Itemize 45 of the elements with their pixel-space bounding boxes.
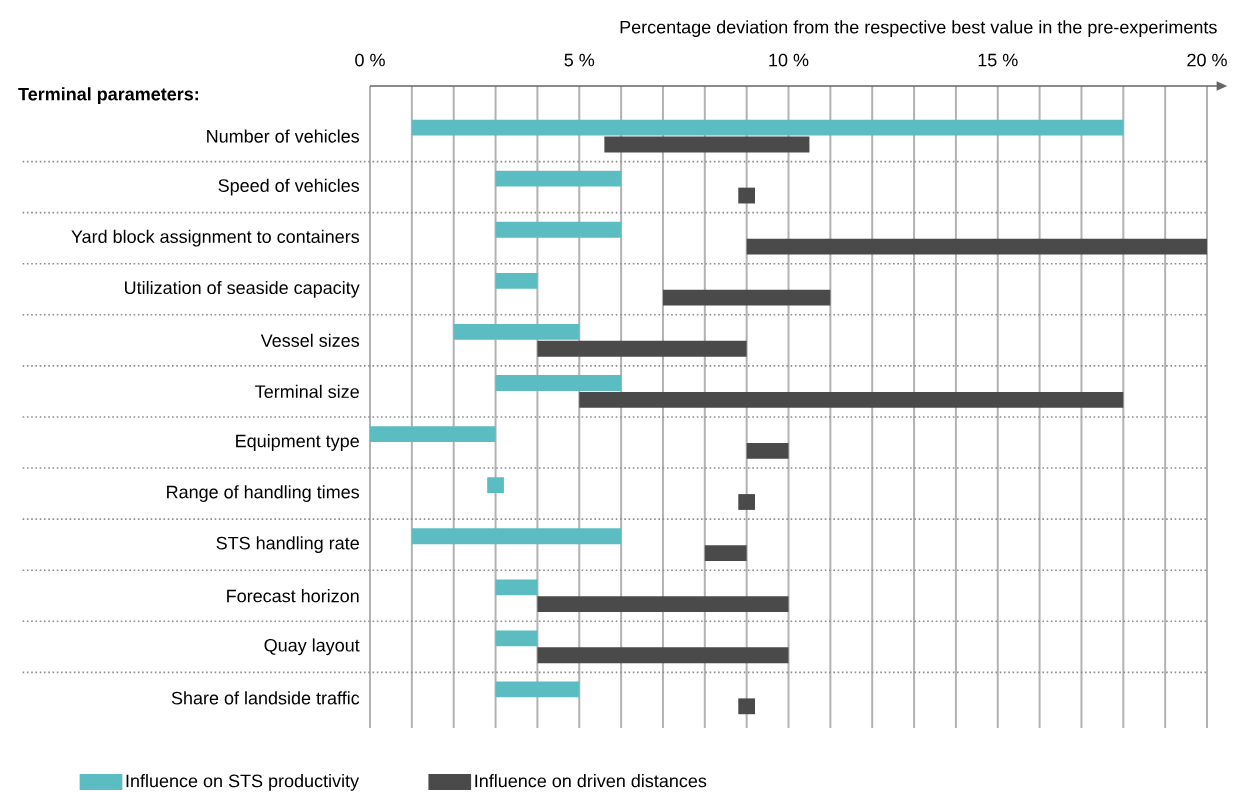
y-tick-label: Range of handling times (167, 485, 360, 502)
bar (370, 426, 496, 442)
x-tick-label: 10 % (769, 53, 809, 67)
bar (495, 221, 622, 238)
legend-label: Influence on STS productivity (126, 774, 360, 791)
bar (604, 136, 810, 153)
x-tick-label: 5 % (564, 53, 595, 67)
bar (495, 630, 538, 647)
bar (495, 375, 622, 391)
bar (662, 289, 831, 306)
bar (746, 443, 789, 459)
y-tick-label: Share of landside traffic (171, 691, 360, 705)
bar (746, 238, 1208, 255)
bar (704, 545, 747, 561)
bar (495, 272, 538, 289)
y-tick-label: Yard block assignment to containers (71, 229, 360, 247)
y-tick-label: Vessel sizes (260, 333, 360, 347)
y-tick-label: STS handling rate (216, 536, 359, 554)
y-tick-label: Quay layout (264, 638, 360, 656)
bar (738, 187, 756, 204)
y-tick-label: Number of vehicles (207, 129, 360, 143)
bar (411, 528, 622, 545)
y-axis-title: Terminal parameters: (18, 87, 199, 105)
bar (411, 119, 1124, 136)
bar (495, 681, 580, 698)
y-tick-label: Speed of vehicles (218, 178, 360, 196)
bar (738, 698, 756, 715)
legend-label: Influence on driven distances (475, 774, 707, 788)
x-tick-label: 0 % (355, 53, 385, 67)
x-tick-label: 20 % (1187, 53, 1227, 67)
bar (495, 170, 622, 187)
x-tick-label: 15 % (978, 53, 1018, 67)
bar (537, 647, 789, 664)
bar (487, 477, 504, 494)
bar (453, 324, 580, 340)
bar (537, 596, 789, 613)
bar (738, 494, 756, 510)
y-tick-label: Equipment type (236, 434, 359, 451)
y-tick-label: Utilization of seaside capacity (124, 280, 360, 298)
y-tick-label: Forecast horizon (227, 589, 359, 603)
bar (579, 391, 1124, 408)
y-tick-label: Terminal size (255, 384, 359, 399)
bar (495, 579, 538, 596)
x-axis-title: Percentage deviation from the respective best value in the pre-experiments (620, 20, 1217, 38)
bar (537, 340, 747, 357)
